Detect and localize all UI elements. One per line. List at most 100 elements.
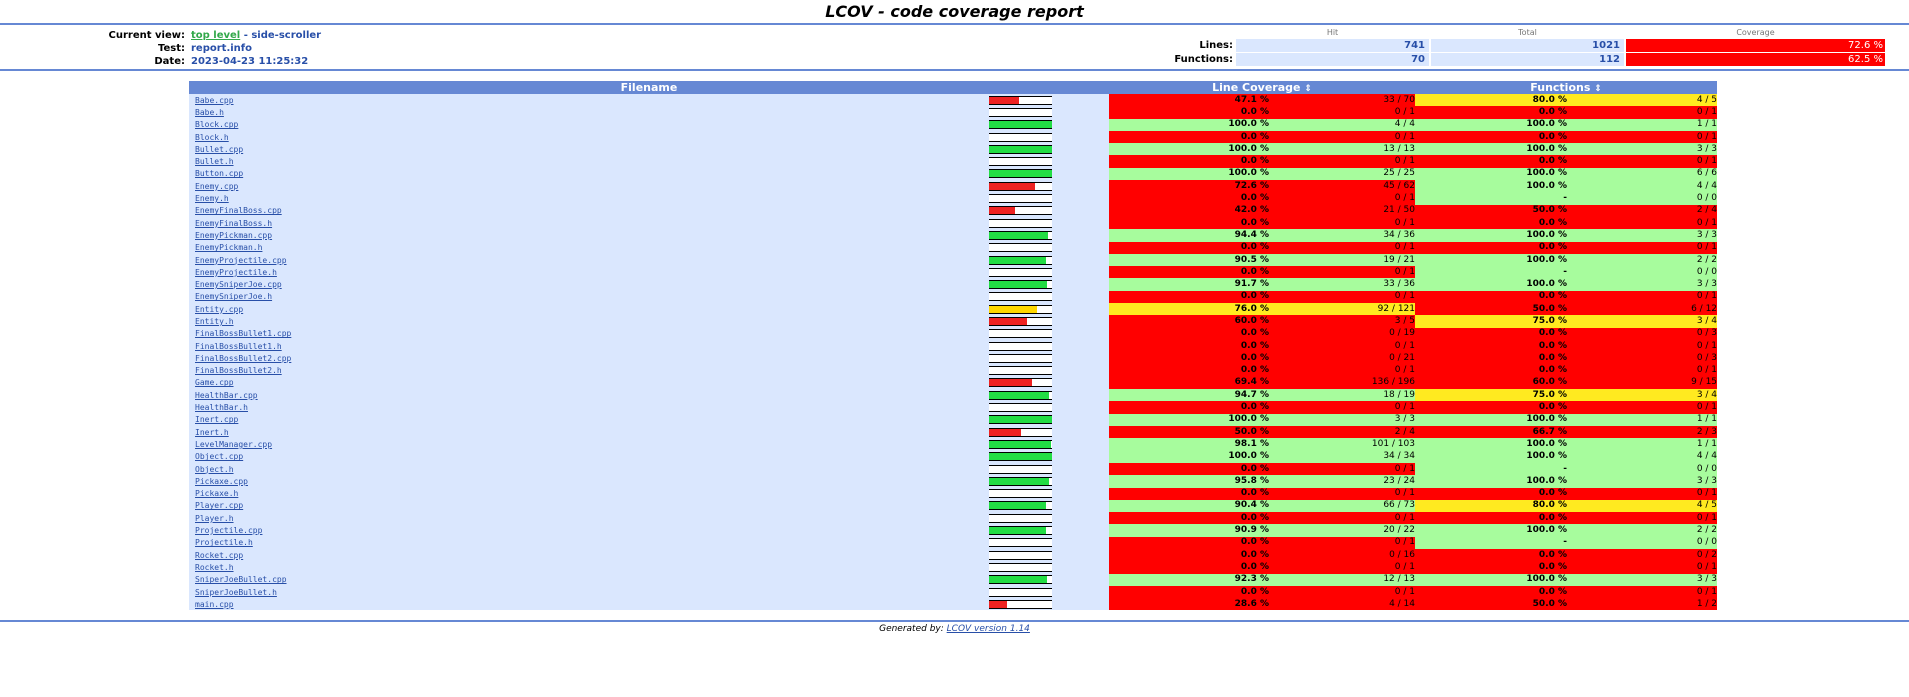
header-info: Current view: top level - side-scroller … <box>0 25 1909 69</box>
table-row: EnemySniperJoe.h 0.0 % 0 / 1 0.0 % 0 / 1 <box>189 290 1718 304</box>
file-link[interactable]: EnemyFinalBoss.h <box>195 218 273 228</box>
sort-icon[interactable]: ⇕ <box>1304 84 1312 94</box>
filename-header[interactable]: Filename <box>189 81 1109 94</box>
header-rule <box>0 23 1909 25</box>
file-link[interactable]: Projectile.h <box>195 538 253 548</box>
file-link[interactable]: EnemySniperJoe.h <box>195 292 273 302</box>
coverage-bar-cell <box>989 413 1109 427</box>
file-link[interactable]: Projectile.cpp <box>195 526 263 536</box>
lcov-version-link[interactable]: LCOV version 1.14 <box>946 624 1030 635</box>
file-link[interactable]: FinalBossBullet1.cpp <box>195 329 292 339</box>
filename-cell: Player.h <box>189 512 1001 525</box>
file-link[interactable]: LevelManager.cpp <box>195 439 273 449</box>
file-link[interactable]: Block.cpp <box>195 120 239 130</box>
line-coverage-percent: 0.0 % <box>1109 585 1269 599</box>
function-coverage-count: 0 / 1 <box>1567 585 1718 599</box>
function-coverage-percent: 100.0 % <box>1415 450 1568 463</box>
table-row: Bullet.cpp 100.0 % 13 / 13 100.0 % 3 / 3 <box>189 143 1718 156</box>
function-coverage-percent: - <box>1415 192 1568 205</box>
line-coverage-count: 136 / 196 <box>1269 376 1415 390</box>
function-coverage-percent: 60.0 % <box>1415 376 1568 390</box>
file-link[interactable]: Inert.h <box>195 427 229 437</box>
function-coverage-percent: 100.0 % <box>1415 524 1568 537</box>
file-link[interactable]: Bullet.cpp <box>195 144 244 154</box>
summary-table: Hit Total Coverage Lines: 741 1021 72.6 … <box>1150 25 1887 67</box>
file-link[interactable]: Pickaxe.cpp <box>195 476 248 486</box>
filename-cell: HealthBar.h <box>189 401 1001 414</box>
file-link[interactable]: Game.cpp <box>195 378 234 388</box>
line-coverage-percent: 0.0 % <box>1109 266 1269 279</box>
functions-header[interactable]: Functions ⇕ <box>1415 81 1718 94</box>
line-coverage-percent: 0.0 % <box>1109 364 1269 377</box>
file-link[interactable]: Babe.cpp <box>195 95 234 105</box>
file-link[interactable]: HealthBar.cpp <box>195 390 258 400</box>
file-link[interactable]: EnemyPickman.h <box>195 243 263 253</box>
file-link[interactable]: Rocket.cpp <box>195 550 244 560</box>
file-link[interactable]: Bullet.h <box>195 157 234 167</box>
file-link[interactable]: Object.h <box>195 464 234 474</box>
function-coverage-percent: 0.0 % <box>1415 339 1568 353</box>
filename-cell: Entity.h <box>189 315 1001 328</box>
table-row: Enemy.h 0.0 % 0 / 1-0 / 0 <box>189 192 1718 205</box>
coverage-bar-fill <box>989 121 1052 129</box>
filename-cell: SniperJoeBullet.h <box>189 585 1001 599</box>
project-name: side-scroller <box>251 30 322 41</box>
table-row: FinalBossBullet1.h 0.0 % 0 / 1 0.0 % 0 / 1 <box>189 339 1718 353</box>
function-coverage-count: 1 / 1 <box>1567 438 1718 451</box>
line-coverage-count: 18 / 19 <box>1269 389 1415 402</box>
file-link[interactable]: Rocket.h <box>195 562 234 572</box>
file-link[interactable]: EnemySniperJoe.cpp <box>195 280 282 290</box>
coverage-bar-cell <box>989 118 1109 131</box>
file-link[interactable]: Player.cpp <box>195 501 244 511</box>
line-coverage-header[interactable]: Line Coverage ⇕ <box>1109 81 1416 94</box>
line-coverage-count: 0 / 1 <box>1269 192 1415 205</box>
file-link[interactable]: EnemyFinalBoss.cpp <box>195 206 282 216</box>
file-link[interactable]: Block.h <box>195 132 229 142</box>
file-link[interactable]: Enemy.cpp <box>195 181 239 191</box>
file-link[interactable]: EnemyProjectile.h <box>195 267 277 277</box>
table-row: Player.h 0.0 % 0 / 1 0.0 % 0 / 1 <box>189 512 1718 525</box>
file-link[interactable]: Object.cpp <box>195 452 244 462</box>
file-link[interactable]: Inert.cpp <box>195 415 239 425</box>
line-coverage-count: 0 / 1 <box>1269 106 1415 119</box>
file-link[interactable]: FinalBossBullet2.cpp <box>195 353 292 363</box>
line-coverage-percent: 0.0 % <box>1109 536 1269 549</box>
coverage-bar <box>989 95 1052 105</box>
file-link[interactable]: FinalBossBullet1.h <box>195 341 282 351</box>
line-coverage-percent: 0.0 % <box>1109 401 1269 414</box>
file-link[interactable]: Pickaxe.h <box>195 489 239 499</box>
file-link[interactable]: Entity.cpp <box>195 304 244 314</box>
file-link[interactable]: main.cpp <box>195 599 234 609</box>
filename-cell: Block.cpp <box>189 118 1001 131</box>
function-coverage-count: 4 / 5 <box>1567 499 1718 513</box>
file-link[interactable]: Button.cpp <box>195 169 244 179</box>
top-level-link[interactable]: top level <box>191 30 241 41</box>
function-coverage-percent: 50.0 % <box>1415 204 1568 217</box>
filename-cell: Player.cpp <box>189 499 1001 513</box>
table-row: Block.cpp 100.0 % 4 / 4 100.0 % 1 / 1 <box>189 118 1718 131</box>
file-link[interactable]: Enemy.h <box>195 194 229 204</box>
function-coverage-count: 0 / 3 <box>1567 327 1718 340</box>
file-link[interactable]: HealthBar.h <box>195 403 248 413</box>
file-link[interactable]: SniperJoeBullet.cpp <box>195 575 287 585</box>
function-coverage-percent: 100.0 % <box>1415 143 1568 156</box>
file-link[interactable]: EnemyPickman.cpp <box>195 230 273 240</box>
function-coverage-percent: 100.0 % <box>1415 167 1568 181</box>
sort-icon[interactable]: ⇕ <box>1594 84 1602 94</box>
file-link[interactable]: SniperJoeBullet.h <box>195 587 277 597</box>
table-row: FinalBossBullet2.h 0.0 % 0 / 1 0.0 % 0 / 1 <box>189 364 1718 377</box>
file-link[interactable]: Player.h <box>195 513 234 523</box>
file-link[interactable]: Babe.h <box>195 107 224 117</box>
line-coverage-percent: 0.0 % <box>1109 130 1269 144</box>
table-row: Bullet.h 0.0 % 0 / 1 0.0 % 0 / 1 <box>189 155 1718 168</box>
coverage-bar <box>989 107 1052 117</box>
coverage-bar <box>989 243 1052 253</box>
file-link[interactable]: Entity.h <box>195 316 234 326</box>
file-link[interactable]: FinalBossBullet2.h <box>195 366 282 376</box>
coverage-bar-fill <box>989 440 1051 448</box>
filename-cell: EnemyPickman.cpp <box>189 229 1001 242</box>
function-coverage-count: 1 / 1 <box>1567 118 1718 131</box>
line-coverage-percent: 0.0 % <box>1109 487 1269 500</box>
filename-cell: LevelManager.cpp <box>189 438 1001 451</box>
file-link[interactable]: EnemyProjectile.cpp <box>195 255 287 265</box>
